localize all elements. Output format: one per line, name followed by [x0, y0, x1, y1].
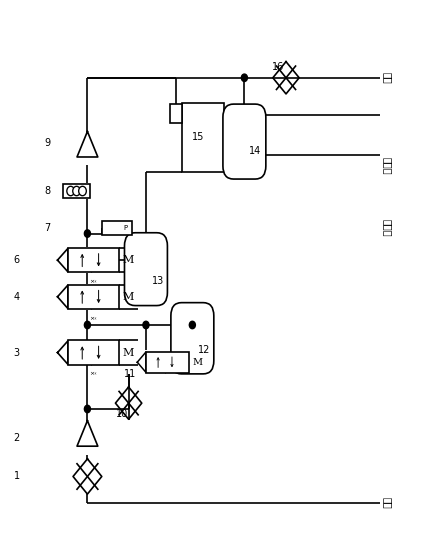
Bar	[68, 341, 119, 365]
Circle shape	[84, 321, 90, 329]
Text: M: M	[123, 348, 134, 358]
Text: 6: 6	[14, 255, 20, 265]
Text: 1: 1	[14, 472, 20, 481]
Bar	[68, 248, 119, 272]
Text: 列车管: 列车管	[381, 220, 391, 237]
Circle shape	[84, 405, 90, 413]
Bar	[181, 103, 223, 172]
Text: M: M	[123, 255, 134, 265]
Circle shape	[143, 321, 149, 329]
Text: 2: 2	[14, 433, 20, 443]
Circle shape	[72, 187, 80, 196]
Text: 总风: 总风	[381, 72, 391, 84]
Bar	[146, 352, 189, 373]
Text: 4: 4	[14, 292, 20, 302]
Text: ×‹: ×‹	[89, 279, 97, 284]
FancyBboxPatch shape	[124, 233, 167, 305]
Text: 15: 15	[191, 132, 204, 142]
Bar	[68, 285, 119, 309]
Text: 制动缸: 制动缸	[381, 157, 391, 174]
Text: P: P	[123, 224, 127, 231]
Circle shape	[67, 187, 74, 196]
Text: 11: 11	[124, 369, 136, 379]
Text: 通风: 通风	[381, 497, 391, 509]
Bar	[102, 221, 132, 235]
Text: 14: 14	[249, 146, 261, 156]
Text: 7: 7	[44, 223, 50, 233]
Text: 3: 3	[14, 348, 20, 358]
Text: 16: 16	[271, 62, 283, 71]
Bar	[169, 104, 181, 123]
Circle shape	[189, 321, 195, 329]
Circle shape	[84, 230, 90, 237]
Text: ×‹: ×‹	[89, 372, 97, 377]
FancyBboxPatch shape	[171, 303, 214, 374]
Circle shape	[79, 187, 86, 196]
Text: 12: 12	[197, 345, 210, 356]
Text: 10: 10	[115, 409, 128, 419]
Text: 9: 9	[44, 138, 50, 148]
FancyBboxPatch shape	[222, 104, 265, 179]
Text: M: M	[123, 292, 134, 302]
Bar	[63, 184, 90, 198]
Text: 13: 13	[151, 277, 164, 286]
Text: M: M	[192, 358, 202, 367]
Circle shape	[241, 74, 247, 82]
Text: ×‹: ×‹	[89, 316, 97, 321]
Text: 8: 8	[44, 186, 50, 196]
